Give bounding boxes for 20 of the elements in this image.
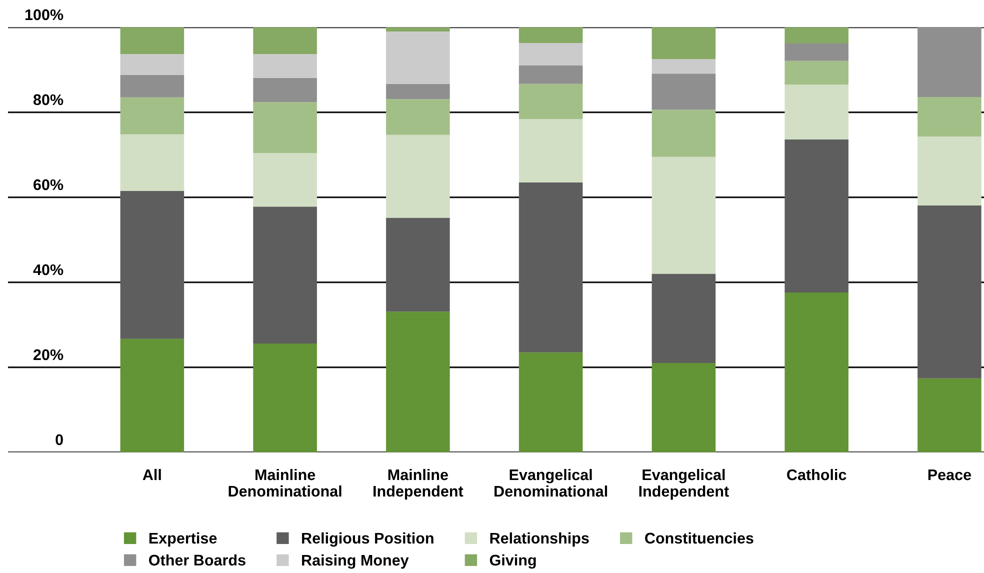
y-tick-label: 80% bbox=[33, 94, 64, 106]
legend-label: Expertise bbox=[149, 532, 217, 547]
y-tick-label: 20% bbox=[34, 349, 64, 360]
legend-label: Other Boards bbox=[149, 554, 246, 566]
legend-label: Relationships bbox=[490, 532, 589, 547]
y-tick-label: 60% bbox=[34, 179, 64, 190]
legend-label: Raising Money bbox=[302, 554, 409, 569]
x-tick-label: Mainline Independent bbox=[374, 468, 464, 500]
x-tick-label: Mainline Denominational bbox=[228, 468, 342, 497]
x-tick-label: All bbox=[142, 468, 161, 480]
legend-label: Religious Position bbox=[302, 532, 434, 547]
x-tick-label: Catholic bbox=[787, 468, 846, 480]
x-tick-label: Evangelical Denominational bbox=[494, 468, 608, 497]
y-tick-label: 0 bbox=[56, 434, 63, 446]
legend-label: Constituencies bbox=[645, 532, 754, 544]
y-tick-label: 100% bbox=[25, 9, 64, 20]
legend-label: Giving bbox=[490, 554, 536, 569]
x-tick-label: Peace bbox=[928, 470, 972, 480]
x-tick-label: Evangelical Independent bbox=[639, 468, 729, 500]
y-tick-label: 40% bbox=[33, 264, 64, 276]
